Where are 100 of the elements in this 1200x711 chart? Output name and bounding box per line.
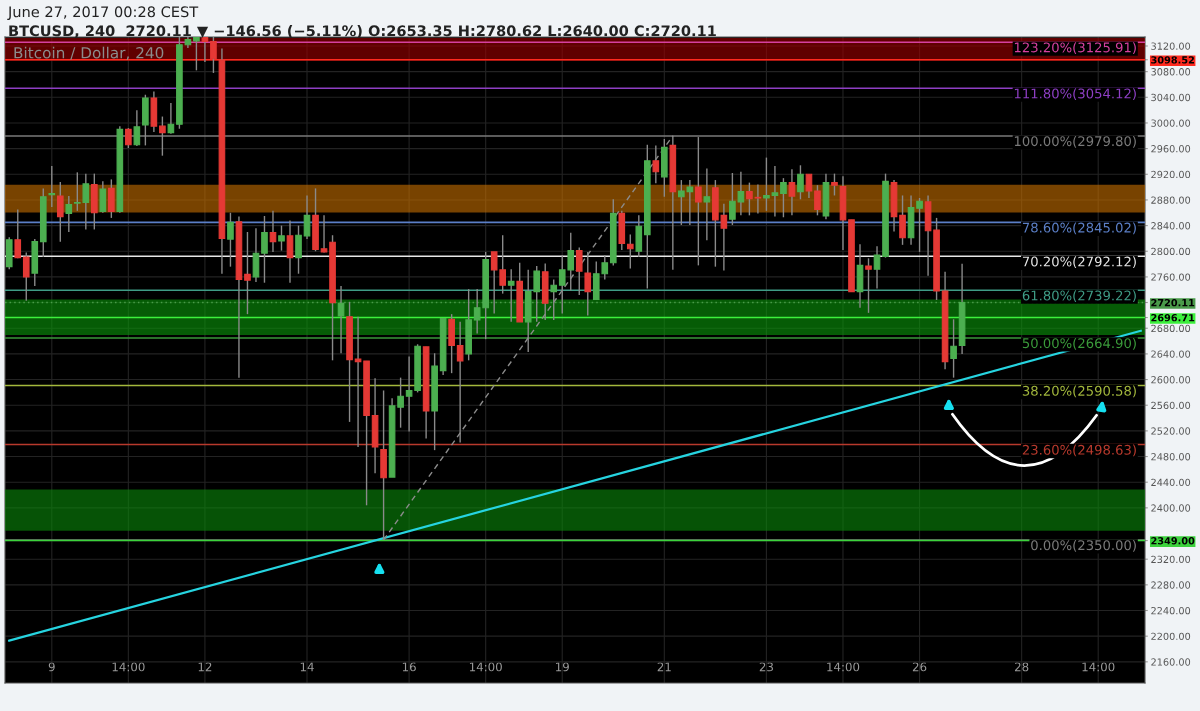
candlestick: [22, 251, 30, 302]
x-tick-label: 14: [300, 662, 314, 672]
candlestick: [950, 318, 957, 379]
candlestick: [56, 181, 64, 243]
candlestick: [695, 136, 702, 267]
y-tick-label: 3040.00: [1151, 93, 1191, 102]
y-tick-label: 2560.00: [1151, 401, 1191, 410]
candlestick: [193, 37, 200, 72]
candlestick: [831, 172, 838, 197]
y-tick-label: 2349.00: [1151, 537, 1195, 545]
x-tick-label: 14:00: [112, 662, 145, 672]
candlestick: [865, 257, 872, 314]
x-tick-label: 14:00: [469, 662, 502, 672]
candlestick: [159, 115, 166, 157]
y-tick-label: 2920.00: [1151, 170, 1191, 179]
y-tick-label: 2440.00: [1151, 478, 1191, 487]
y-tick-label: 2840.00: [1151, 222, 1191, 230]
candlestick: [780, 177, 787, 218]
candlestick: [899, 194, 906, 246]
candlestick: [797, 164, 804, 200]
y-tick-label: 3098.52: [1151, 56, 1194, 64]
candlestick: [252, 227, 260, 283]
candlestick: [99, 180, 107, 214]
ref-line-label: 78.60%(2845.02): [1022, 222, 1136, 235]
candlestick: [108, 178, 115, 219]
candlestick: [873, 245, 881, 290]
candlestick: [261, 215, 268, 284]
ref-line-label: 61.80%(2739.22): [1022, 290, 1136, 303]
y-tick-label: 3000.00: [1151, 119, 1191, 127]
x-tick-label: 21: [657, 662, 671, 672]
candlestick: [65, 195, 73, 233]
y-tick-label: 2400.00: [1151, 504, 1191, 512]
candlestick: [626, 233, 634, 270]
x-tick-label: 26: [912, 662, 927, 672]
candlestick: [201, 37, 209, 63]
ref-line-label: 0.00%(2350.00): [1031, 539, 1136, 552]
x-tick-label: 12: [198, 662, 212, 672]
x-tick-label: 9: [48, 662, 55, 672]
y-tick-label: 2280.00: [1151, 581, 1191, 589]
y-tick-label: 2960.00: [1151, 145, 1191, 153]
x-tick-label: 14:00: [1082, 662, 1115, 672]
y-tick-label: 2480.00: [1151, 453, 1191, 461]
x-tick-label: 19: [556, 662, 569, 672]
y-tick-label: 3120.00: [1151, 42, 1191, 50]
candlestick: [763, 156, 770, 212]
candlestick: [805, 173, 813, 199]
candlestick: [167, 102, 175, 135]
candlestick: [286, 219, 294, 284]
candlestick: [14, 208, 22, 260]
y-tick-label: 3080.00: [1151, 68, 1191, 76]
x-tick-label: 14:00: [827, 662, 860, 672]
ref-line-label: 70.20%(2792.12): [1022, 256, 1136, 269]
y-tick-label: 2720.11: [1151, 298, 1195, 307]
candlestick: [244, 231, 251, 315]
candlestick: [507, 268, 515, 323]
candlestick: [133, 109, 141, 147]
y-tick-label: 2760.00: [1151, 273, 1191, 281]
y-tick-label: 2320.00: [1151, 555, 1191, 564]
y-tick-label: 2200.00: [1151, 632, 1191, 640]
y-tick-label: 2696.71: [1151, 314, 1195, 322]
candlestick: [916, 197, 923, 253]
candlestick: [320, 214, 328, 254]
candlestick: [788, 168, 796, 217]
candlestick: [227, 212, 234, 268]
ref-line-label: 111.80%(3054.12): [1014, 88, 1136, 101]
candlestick: [269, 210, 277, 253]
ref-line-label: 50.00%(2664.90): [1022, 337, 1136, 350]
candlestick: [814, 184, 821, 217]
candlestick: [337, 285, 345, 354]
candlestick: [584, 251, 592, 317]
y-tick-label: 2880.00: [1151, 196, 1191, 204]
annotation: BTCUSD, 240 2720.11 ▼ −146.56 (−5.11%) O:2653.35 H:2780.62 L:2640.00 C:2720.11: [9, 25, 716, 39]
y-tick-label: 2520.00: [1151, 427, 1191, 435]
text: Bitcoin / Dollar, 240: [14, 46, 164, 61]
candlestick: [652, 144, 660, 184]
candlestick: [575, 246, 583, 296]
ref-line-label: 23.60%(2498.63): [1022, 444, 1136, 457]
candlestick: [278, 224, 285, 252]
candlestick: [550, 278, 558, 321]
y-tick-label: 2600.00: [1151, 376, 1191, 384]
x-tick-label: 16: [402, 662, 416, 672]
x-tick-label: 28: [1015, 662, 1029, 672]
candlestick: [456, 321, 464, 444]
y-tick-label: 2160.00: [1151, 658, 1191, 666]
text: June 27, 2017 00:28 CEST: [7, 6, 199, 20]
y-tick-label: 2680.00: [1151, 324, 1191, 333]
y-tick-label: 2640.00: [1151, 350, 1191, 358]
candlestick: [354, 316, 362, 448]
candlestick: [771, 165, 779, 218]
candlestick: [295, 224, 302, 275]
candlestick: [703, 167, 711, 242]
ref-line-label: 123.20%(3125.91): [1014, 42, 1136, 54]
y-tick-label: 2240.00: [1151, 606, 1191, 615]
candlestick: [303, 194, 311, 240]
ref-line-label: 38.20%(2590.58): [1022, 385, 1136, 398]
x-tick-label: 23: [759, 662, 773, 672]
candlestick: [210, 37, 217, 74]
y-tick-label: 2800.00: [1151, 247, 1191, 256]
ref-line-label: 100.00%(2979.80): [1014, 135, 1136, 148]
candlestick: [125, 127, 132, 149]
